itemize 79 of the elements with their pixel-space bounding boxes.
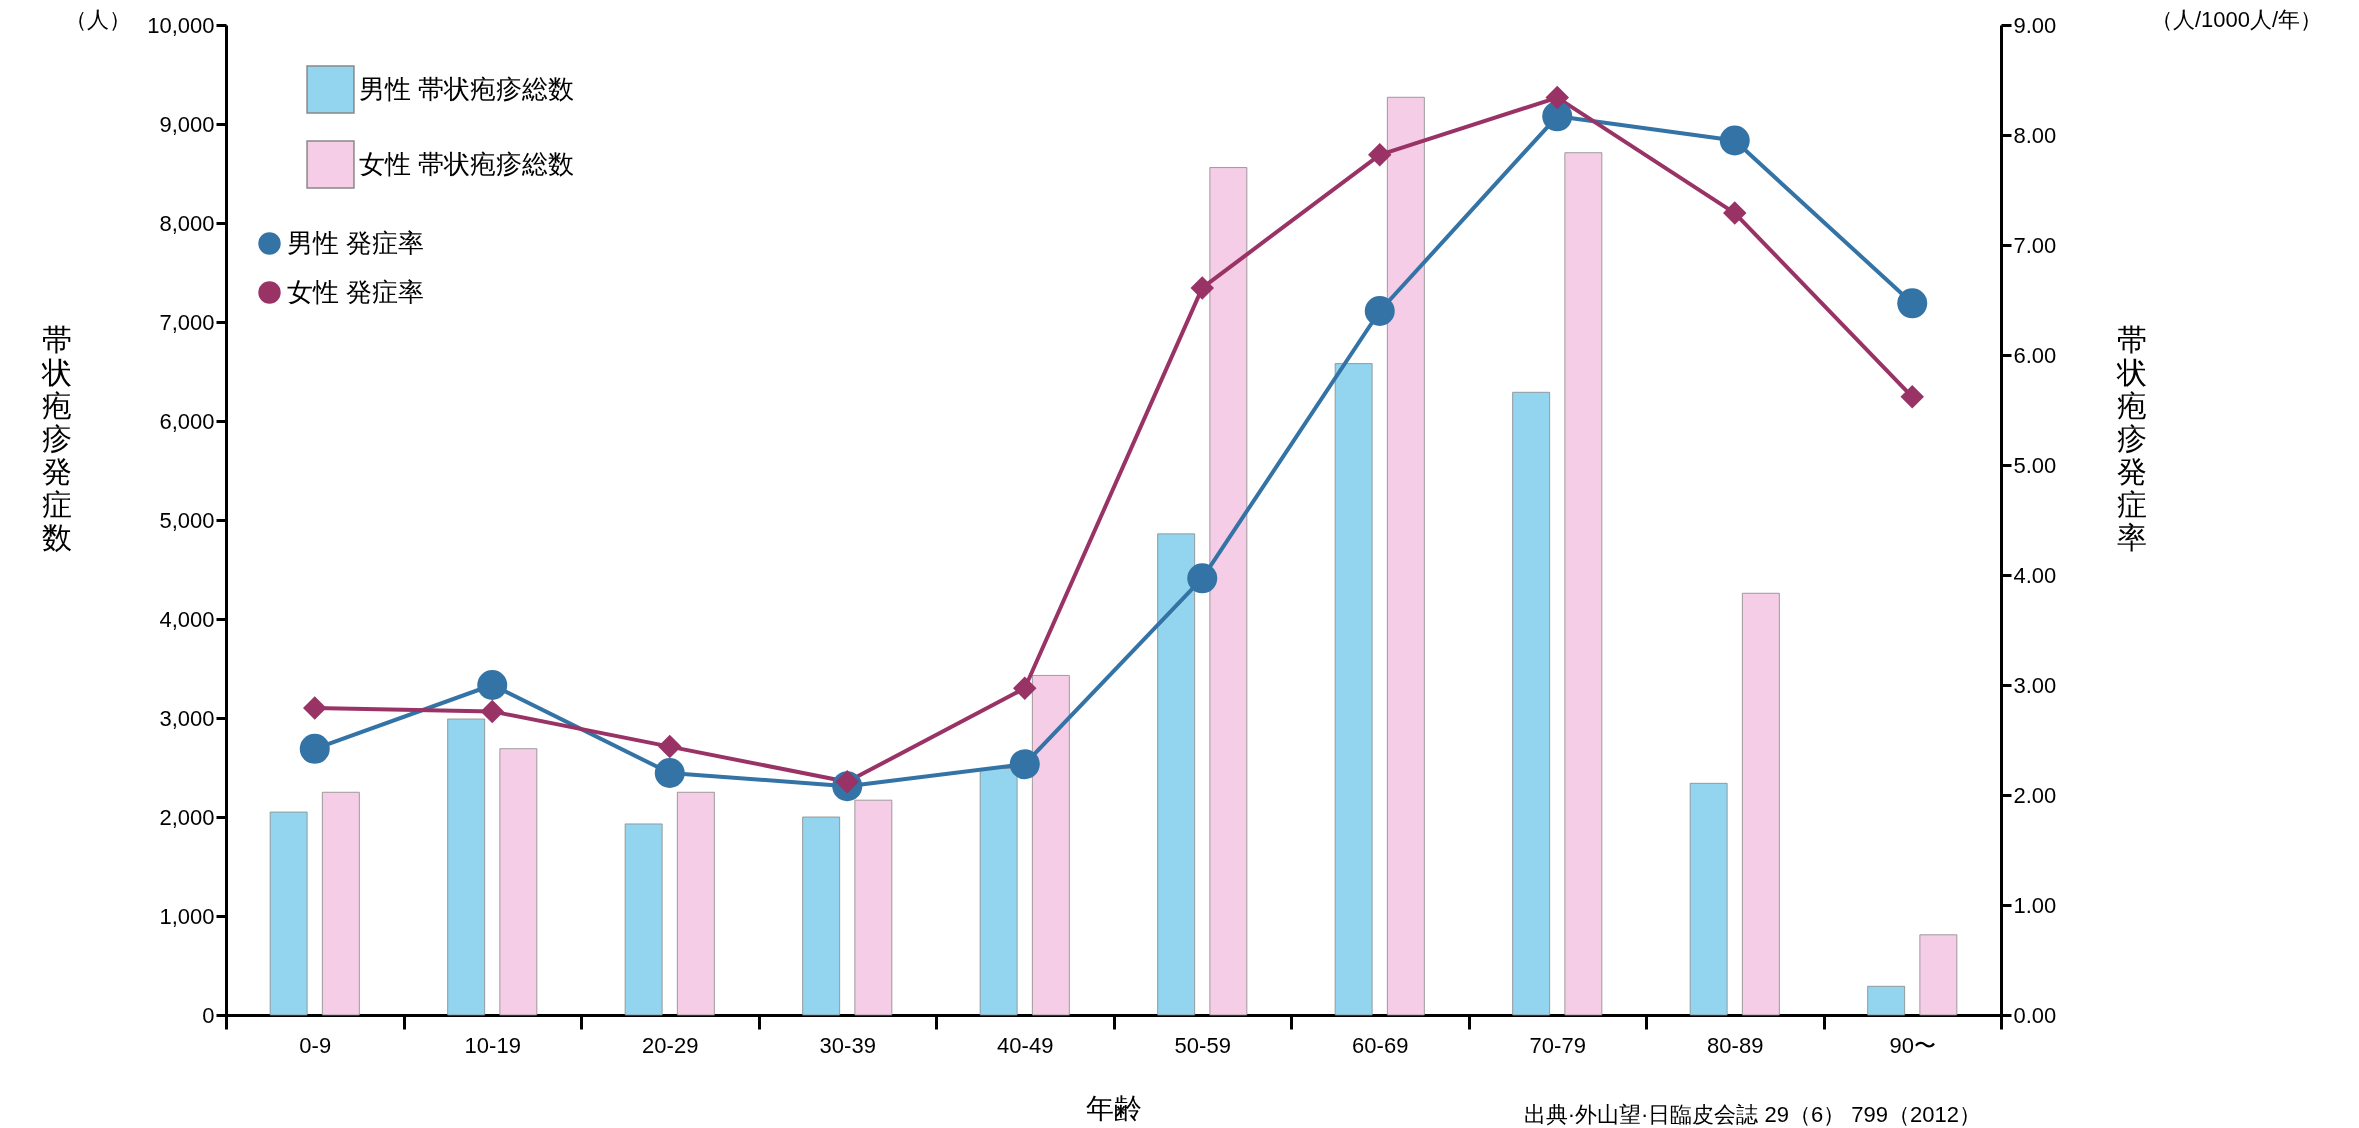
y2-tick-label: 8.00 xyxy=(2013,122,2057,148)
point xyxy=(1542,101,1573,132)
legend-label: 女性 帯状疱疹総数 xyxy=(359,148,575,179)
x-axis-title: 年齢 xyxy=(1086,1092,1142,1124)
point xyxy=(1013,676,1037,701)
bar xyxy=(624,823,663,1016)
y2-tick-label: 4.00 xyxy=(2013,562,2057,588)
y-tick-label: 2,000 xyxy=(159,804,215,830)
legend-label: 女性 発症率 xyxy=(287,276,425,307)
y2-tick-label: 5.00 xyxy=(2013,452,2057,478)
point xyxy=(1187,563,1218,594)
y2-tick-label: 9.00 xyxy=(2013,12,2057,38)
bar xyxy=(499,748,538,1016)
point xyxy=(477,670,508,700)
point xyxy=(1719,125,1750,156)
x-tick-label: 30-39 xyxy=(819,1032,876,1058)
legend-label: 男性 発症率 xyxy=(287,227,425,258)
bar xyxy=(1867,985,1906,1016)
y2-axis-title: 帯状疱疹発症率 xyxy=(2115,322,2147,554)
bar xyxy=(1919,934,1958,1016)
x-tick-label: 40-49 xyxy=(997,1032,1054,1058)
point xyxy=(1900,385,1924,409)
bar xyxy=(979,768,1018,1016)
point xyxy=(480,699,504,724)
y-tick-label: 7,000 xyxy=(159,309,215,335)
x-tick-label: 90〜 xyxy=(1889,1032,1936,1058)
text: （人/1000人/年） xyxy=(2151,7,2323,32)
y-tick-label: 5,000 xyxy=(159,507,215,533)
point xyxy=(654,758,685,788)
bar xyxy=(269,811,308,1016)
bar xyxy=(854,799,893,1016)
point xyxy=(1723,201,1747,225)
bar xyxy=(1689,782,1728,1016)
y-tick-label: 10,000 xyxy=(147,12,215,38)
bar xyxy=(676,791,715,1016)
y-tick-label: 3,000 xyxy=(159,705,215,731)
bar xyxy=(447,718,486,1016)
y2-tick-label: 2.00 xyxy=(2013,782,2057,808)
x-tick-label: 0-9 xyxy=(299,1032,332,1058)
bar xyxy=(1157,533,1196,1016)
bar xyxy=(1512,391,1551,1016)
point xyxy=(1897,288,1928,319)
bar xyxy=(1564,152,1603,1016)
x-tick-label: 80-89 xyxy=(1707,1032,1764,1058)
x-tick-label: 70-79 xyxy=(1529,1032,1586,1058)
y-tick-label: 0 xyxy=(202,1002,215,1028)
y-tick-label: 9,000 xyxy=(159,111,215,137)
point xyxy=(1545,85,1569,110)
y-tick-label: 4,000 xyxy=(159,606,215,632)
point xyxy=(1368,143,1392,167)
point xyxy=(303,696,327,720)
y-axis-title: 帯状疱疹発症数 xyxy=(40,322,72,554)
legend-label: 男性 帯状疱疹総数 xyxy=(359,73,575,104)
point xyxy=(1190,276,1214,300)
x-tick-label: 10-19 xyxy=(464,1032,521,1058)
text: （人） xyxy=(65,7,131,32)
y2-tick-label: 3.00 xyxy=(2013,672,2057,698)
x-tick-label: 50-59 xyxy=(1174,1032,1231,1058)
y-tick-label: 6,000 xyxy=(159,408,215,434)
bar xyxy=(1334,363,1373,1016)
y2-tick-label: 0.00 xyxy=(2013,1002,2057,1028)
point xyxy=(658,734,682,759)
bar xyxy=(1386,96,1425,1016)
y2-tick-label: 1.00 xyxy=(2013,892,2057,918)
bar xyxy=(1209,167,1248,1016)
bar xyxy=(321,791,360,1016)
y2-tick-label: 6.00 xyxy=(2013,342,2057,368)
y-tick-label: 1,000 xyxy=(159,903,215,929)
y-tick-label: 8,000 xyxy=(159,210,215,236)
point xyxy=(299,733,330,764)
point xyxy=(1009,749,1040,780)
point xyxy=(1364,296,1395,326)
bar xyxy=(1741,592,1780,1016)
x-tick-label: 60-69 xyxy=(1352,1032,1409,1058)
bar xyxy=(1031,675,1070,1016)
bar xyxy=(802,816,841,1016)
source-note: 出典·外山望·日臨皮会誌 29（6） 799（2012） xyxy=(1523,1102,1981,1127)
y2-tick-label: 7.00 xyxy=(2013,232,2057,258)
x-tick-label: 20-29 xyxy=(642,1032,699,1058)
